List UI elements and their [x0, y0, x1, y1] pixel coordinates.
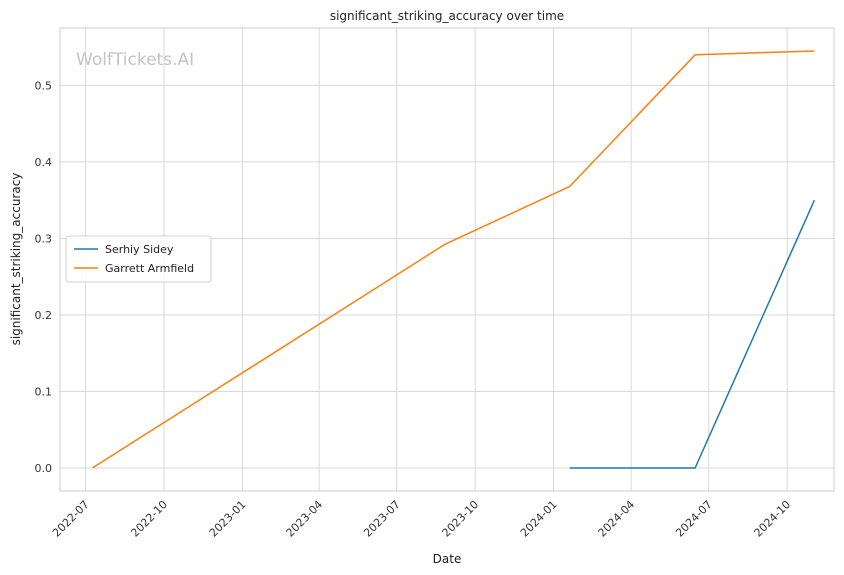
y-tick-label: 0.1 [35, 386, 53, 399]
legend-box [65, 235, 212, 283]
series-line-garrett-armfield [91, 50, 815, 469]
grid [60, 28, 834, 491]
watermark: WolfTickets.AI [76, 50, 194, 70]
y-tick-label: 0.2 [35, 309, 53, 322]
series-line-serhiy-sidey [569, 199, 816, 469]
plot-area-border [59, 27, 835, 492]
y-axis-ticks: 0.0 0.1 0.2 0.3 0.4 0.5 [35, 79, 53, 475]
legend: Serhiy Sidey Garrett Armfield [65, 235, 212, 283]
x-axis-label: Date [433, 552, 462, 566]
y-tick-label: 0.3 [35, 232, 53, 245]
legend-entry: Serhiy Sidey [105, 243, 174, 256]
chart-title: significant_striking_accuracy over time [330, 9, 564, 23]
y-tick-label: 0.4 [35, 156, 53, 169]
series-lines [91, 50, 816, 469]
legend-entry: Garrett Armfield [105, 262, 194, 275]
y-tick-label: 0.5 [35, 79, 53, 92]
y-tick-label: 0.0 [35, 462, 53, 475]
y-axis-label: significant_striking_accuracy [9, 173, 23, 346]
